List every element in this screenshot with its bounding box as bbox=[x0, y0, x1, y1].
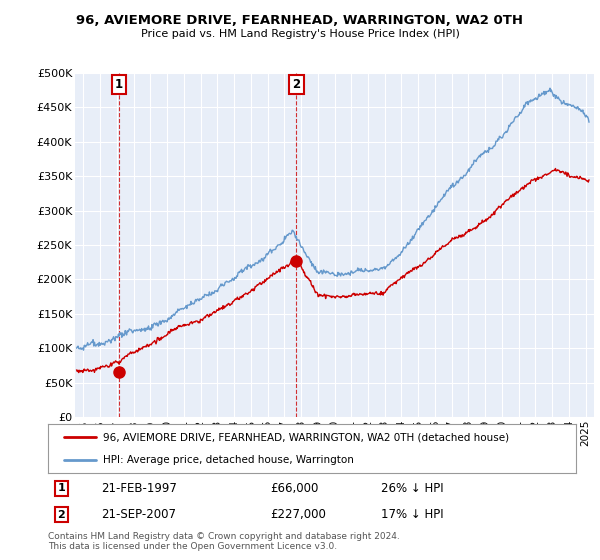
Text: 96, AVIEMORE DRIVE, FEARNHEAD, WARRINGTON, WA2 0TH (detached house): 96, AVIEMORE DRIVE, FEARNHEAD, WARRINGTO… bbox=[103, 432, 509, 442]
Text: 2: 2 bbox=[58, 510, 65, 520]
Text: £66,000: £66,000 bbox=[270, 482, 318, 494]
Text: 26% ↓ HPI: 26% ↓ HPI bbox=[380, 482, 443, 494]
Text: Price paid vs. HM Land Registry's House Price Index (HPI): Price paid vs. HM Land Registry's House … bbox=[140, 29, 460, 39]
Text: 1: 1 bbox=[115, 78, 123, 91]
Text: 2: 2 bbox=[292, 78, 301, 91]
Text: 21-SEP-2007: 21-SEP-2007 bbox=[101, 508, 176, 521]
Text: 17% ↓ HPI: 17% ↓ HPI bbox=[380, 508, 443, 521]
Text: 1: 1 bbox=[58, 483, 65, 493]
Text: 21-FEB-1997: 21-FEB-1997 bbox=[101, 482, 176, 494]
Text: £227,000: £227,000 bbox=[270, 508, 326, 521]
Text: HPI: Average price, detached house, Warrington: HPI: Average price, detached house, Warr… bbox=[103, 455, 355, 465]
Text: 96, AVIEMORE DRIVE, FEARNHEAD, WARRINGTON, WA2 0TH: 96, AVIEMORE DRIVE, FEARNHEAD, WARRINGTO… bbox=[77, 14, 523, 27]
Text: Contains HM Land Registry data © Crown copyright and database right 2024.
This d: Contains HM Land Registry data © Crown c… bbox=[48, 532, 400, 552]
